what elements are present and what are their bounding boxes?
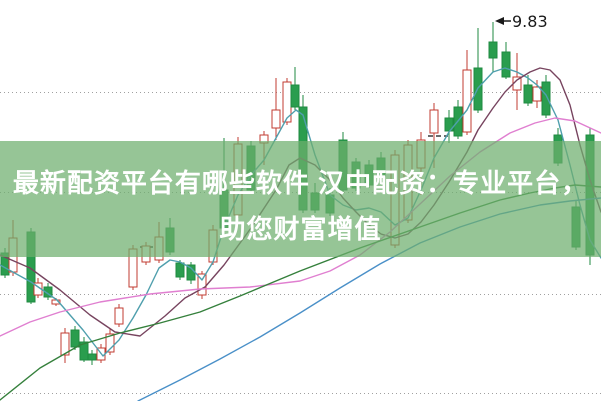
candle-down [488,41,498,59]
candle-down [43,286,53,298]
candle-up [462,69,472,133]
candle-up [197,273,207,296]
candle-down [175,262,185,278]
candle-up [429,109,439,134]
candle-up [114,307,124,325]
candle-down [79,341,89,361]
candle-down [501,51,511,78]
candle-up [60,332,70,356]
peak-arrow-icon [495,17,504,25]
candle-down [541,81,551,116]
candle-down [87,353,97,361]
candle-down [290,84,300,108]
candle-up [271,109,281,129]
candle-down [70,329,80,348]
peak-price-label: 9.83 [512,12,548,31]
promo-band [0,141,601,257]
candle-down [523,84,533,104]
candle-up [532,86,542,102]
candle-up [105,333,115,353]
